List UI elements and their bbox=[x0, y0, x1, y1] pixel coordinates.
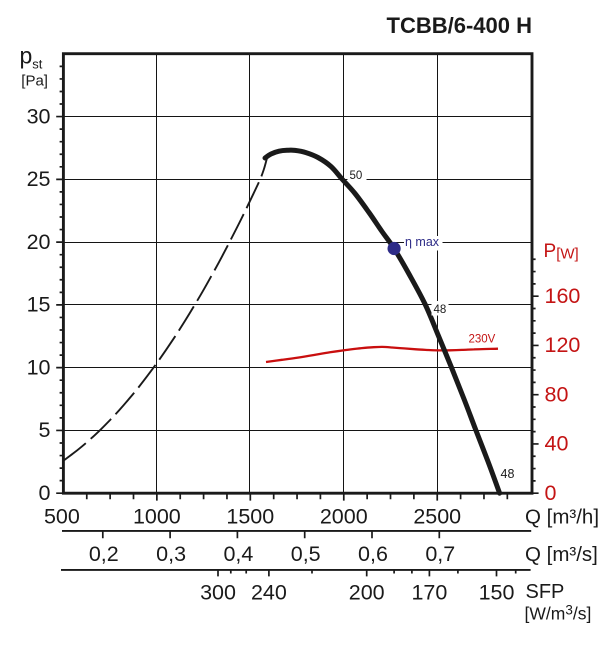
svg-text:25: 25 bbox=[27, 167, 51, 191]
svg-text:1000: 1000 bbox=[133, 504, 181, 528]
svg-text:0,2: 0,2 bbox=[89, 542, 119, 566]
svg-text:[Pa]: [Pa] bbox=[21, 73, 48, 90]
svg-text:200: 200 bbox=[349, 581, 385, 605]
svg-text:Q [m³/s]: Q [m³/s] bbox=[525, 543, 598, 566]
svg-text:5: 5 bbox=[39, 418, 51, 442]
svg-text:TCBB/6-400 H: TCBB/6-400 H bbox=[387, 13, 532, 38]
svg-text:40: 40 bbox=[545, 432, 569, 456]
svg-text:50: 50 bbox=[350, 170, 363, 182]
svg-text:0,4: 0,4 bbox=[223, 542, 253, 566]
svg-text:230V: 230V bbox=[469, 334, 496, 346]
svg-text:48: 48 bbox=[501, 467, 515, 481]
svg-text:170: 170 bbox=[411, 581, 447, 605]
svg-text:Q [m³/h]: Q [m³/h] bbox=[525, 505, 599, 528]
svg-text:120: 120 bbox=[545, 333, 581, 357]
svg-text:2500: 2500 bbox=[413, 504, 461, 528]
svg-text:0,3: 0,3 bbox=[156, 542, 186, 566]
svg-text:48: 48 bbox=[434, 304, 447, 316]
svg-text:η max: η max bbox=[405, 235, 440, 249]
svg-text:160: 160 bbox=[545, 284, 581, 308]
svg-text:30: 30 bbox=[27, 104, 51, 128]
svg-text:300: 300 bbox=[200, 581, 236, 605]
svg-text:0,5: 0,5 bbox=[291, 542, 321, 566]
svg-text:80: 80 bbox=[545, 382, 569, 406]
svg-text:0: 0 bbox=[545, 481, 557, 505]
svg-text:240: 240 bbox=[251, 581, 287, 605]
svg-text:0: 0 bbox=[39, 481, 51, 505]
svg-text:0,7: 0,7 bbox=[425, 542, 455, 566]
svg-text:500: 500 bbox=[44, 504, 80, 528]
svg-text:15: 15 bbox=[27, 293, 51, 317]
svg-text:[W/m3/s]: [W/m3/s] bbox=[525, 603, 592, 624]
svg-text:0,6: 0,6 bbox=[358, 542, 388, 566]
svg-text:150: 150 bbox=[479, 581, 515, 605]
svg-text:SFP: SFP bbox=[526, 581, 565, 603]
svg-text:1500: 1500 bbox=[226, 504, 274, 528]
svg-text:10: 10 bbox=[27, 355, 51, 379]
svg-text:P[W]: P[W] bbox=[544, 241, 579, 263]
svg-text:2000: 2000 bbox=[320, 504, 368, 528]
svg-text:20: 20 bbox=[27, 230, 51, 254]
